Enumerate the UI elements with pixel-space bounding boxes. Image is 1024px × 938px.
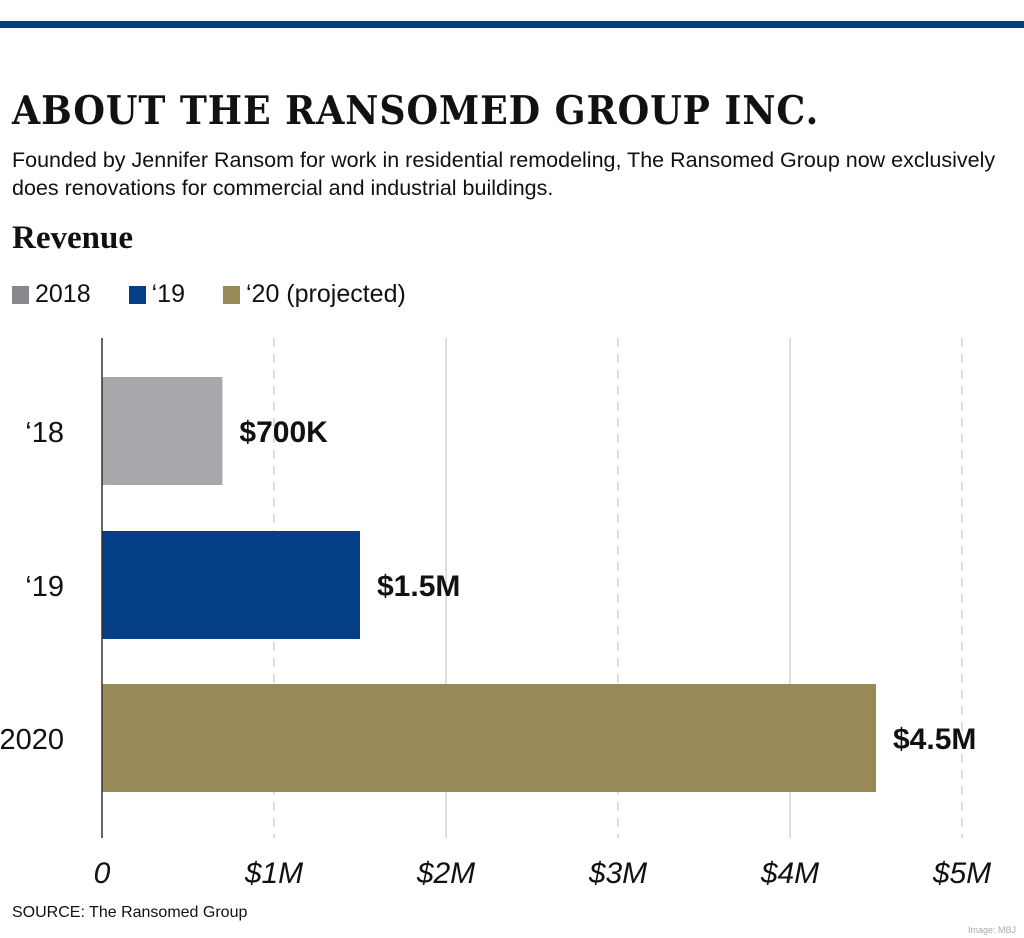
legend-item-2018: 2018 — [12, 280, 91, 309]
bar-0 — [102, 377, 223, 485]
x-tick-label: $1M — [244, 857, 303, 890]
subtitle: Founded by Jennifer Ransom for work in r… — [12, 148, 996, 200]
category-label: ‘18 — [25, 417, 64, 449]
legend-item-20: ‘20 (projected) — [223, 280, 406, 309]
chart-title: Revenue — [12, 220, 133, 256]
category-label: 2020 — [0, 724, 64, 756]
top-accent-bar — [0, 21, 1024, 28]
x-tick-label: $2M — [416, 857, 475, 890]
legend: 2018 ‘19 ‘20 (projected) — [12, 280, 444, 309]
x-tick-label: 0 — [94, 857, 111, 890]
legend-label: 2018 — [35, 280, 91, 308]
legend-swatch — [128, 285, 146, 304]
data-label: $4.5M — [893, 723, 976, 756]
page-title: ABOUT THE RANSOMED GROUP INC. — [12, 88, 820, 134]
x-tick-label: $3M — [588, 857, 647, 890]
data-label: $1.5M — [377, 570, 460, 603]
image-credit: Image: MBJ — [967, 925, 1016, 935]
legend-swatch — [12, 285, 29, 304]
source-note: SOURCE: The Ransomed Group — [12, 904, 248, 921]
category-label: ‘19 — [25, 571, 64, 603]
bar-1 — [102, 531, 360, 639]
legend-label: ‘19 — [151, 280, 185, 308]
x-tick-label: $5M — [932, 857, 991, 890]
data-label: $700K — [239, 416, 328, 449]
legend-swatch — [223, 285, 240, 304]
bar-2 — [102, 684, 876, 792]
legend-label: ‘20 (projected) — [246, 280, 406, 308]
legend-item-19: ‘19 — [128, 280, 185, 309]
x-tick-label: $4M — [760, 857, 819, 890]
